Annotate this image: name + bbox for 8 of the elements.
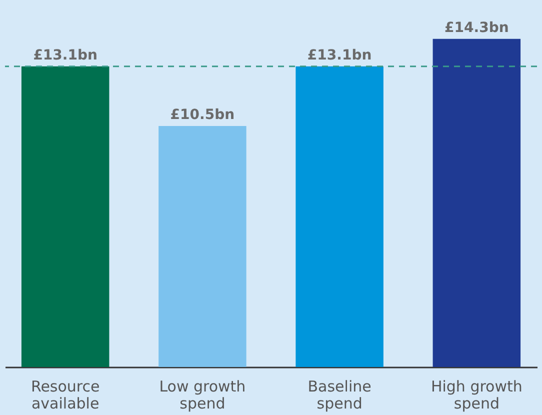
data-label: £10.5bn [170,107,235,124]
data-label: £14.3bn [444,20,509,36]
x-tick-label: Resource available [30,378,100,412]
data-label: £13.1bn [307,47,372,64]
x-tick-label: Low growth spend [159,378,246,412]
data-label: £13.1bn [33,47,98,64]
x-tick-label: Baseline spend [308,378,372,412]
x-tick-label: High growth spend [430,378,522,412]
